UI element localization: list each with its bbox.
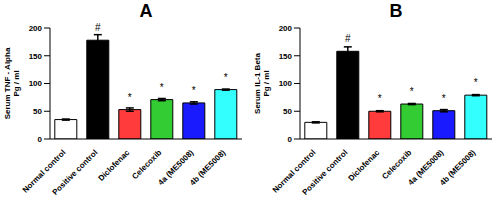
svg-text:Positive control: Positive control bbox=[301, 148, 350, 197]
svg-text:100: 100 bbox=[29, 79, 43, 88]
svg-text:Serum IL-1 BetaPg / ml: Serum IL-1 BetaPg / ml bbox=[253, 52, 271, 113]
svg-text:50: 50 bbox=[283, 107, 292, 116]
svg-text:Normal control: Normal control bbox=[20, 148, 68, 195]
svg-text:*: * bbox=[474, 77, 478, 88]
svg-text:*: * bbox=[192, 85, 196, 96]
svg-text:0: 0 bbox=[288, 135, 293, 144]
svg-text:Diclofenac: Diclofenac bbox=[346, 148, 381, 183]
svg-text:*: * bbox=[378, 93, 382, 104]
svg-text:Diclofenac: Diclofenac bbox=[96, 148, 131, 183]
svg-text:4b (ME5008): 4b (ME5008) bbox=[188, 148, 228, 188]
svg-text:Normal control: Normal control bbox=[270, 148, 318, 195]
svg-text:*: * bbox=[128, 92, 132, 103]
svg-text:4b (ME5008): 4b (ME5008) bbox=[438, 148, 478, 188]
svg-text:*: * bbox=[160, 82, 164, 93]
svg-text:Positive control: Positive control bbox=[51, 148, 100, 197]
svg-text:100: 100 bbox=[279, 79, 293, 88]
svg-text:200: 200 bbox=[279, 24, 293, 33]
svg-text:#: # bbox=[345, 33, 351, 44]
svg-text:4a (ME5008): 4a (ME5008) bbox=[156, 148, 196, 188]
svg-text:B: B bbox=[390, 1, 403, 21]
svg-text:150: 150 bbox=[279, 52, 293, 61]
svg-text:*: * bbox=[410, 86, 414, 97]
svg-text:A: A bbox=[140, 1, 153, 21]
svg-text:Celecoxib: Celecoxib bbox=[130, 148, 163, 181]
svg-text:200: 200 bbox=[29, 24, 43, 33]
svg-text:Serum TNF - AlphaPg / ml: Serum TNF - AlphaPg / ml bbox=[8, 47, 21, 119]
svg-text:#: # bbox=[95, 22, 101, 33]
svg-text:150: 150 bbox=[29, 52, 43, 61]
svg-text:Celecoxib: Celecoxib bbox=[380, 148, 413, 181]
svg-text:50: 50 bbox=[33, 107, 42, 116]
svg-text:*: * bbox=[224, 72, 228, 83]
svg-text:4a (ME5008): 4a (ME5008) bbox=[406, 148, 446, 188]
svg-text:0: 0 bbox=[38, 135, 43, 144]
svg-text:*: * bbox=[442, 93, 446, 104]
